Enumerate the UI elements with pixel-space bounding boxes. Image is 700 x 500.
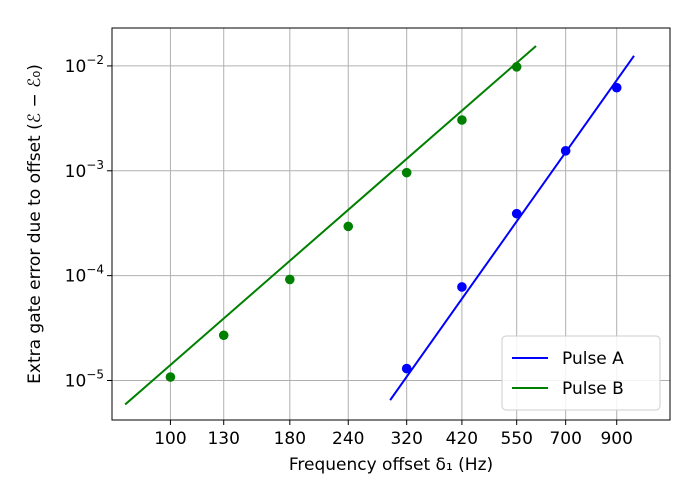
y-tick-label: 10−5 xyxy=(65,367,104,391)
plot-frame xyxy=(111,27,671,421)
x-tick-label: 550 xyxy=(500,429,532,449)
legend: Pulse A Pulse B xyxy=(501,335,661,411)
y-tick-label: 10−2 xyxy=(65,53,104,77)
data-point xyxy=(560,146,571,156)
data-point xyxy=(457,282,467,292)
data-point xyxy=(511,208,522,219)
x-tick-label: 180 xyxy=(274,429,306,449)
x-tick-label: 420 xyxy=(446,429,478,449)
series-line-pulse-b xyxy=(124,45,537,406)
data-point xyxy=(285,274,295,285)
legend-box xyxy=(501,335,661,411)
y-tick-label: 10−3 xyxy=(65,158,104,182)
legend-label: Pulse B xyxy=(562,379,624,399)
x-tick-label: 900 xyxy=(600,429,632,449)
data-point xyxy=(401,167,412,178)
x-tick-label: 100 xyxy=(154,429,186,449)
y-ticks: 10−5 10−4 10−3 10−2 xyxy=(65,53,112,391)
x-tick-label: 240 xyxy=(332,429,364,449)
data-point xyxy=(401,363,412,374)
fit-lines xyxy=(124,45,635,406)
data-point xyxy=(457,115,467,125)
markers xyxy=(165,62,622,382)
x-ticks: 100 130 180 240 320 420 550 700 900 xyxy=(154,420,633,449)
data-point xyxy=(511,62,522,72)
series-line-pulse-a xyxy=(389,55,635,401)
x-tick-label: 130 xyxy=(207,429,239,449)
x-tick-label: 700 xyxy=(549,429,581,449)
y-axis-label: Extra gate error due to offset (ℰ − ℰ₀) xyxy=(25,64,45,384)
data-point xyxy=(165,372,176,382)
data-point xyxy=(611,82,622,93)
x-axis-label: Frequency offset δ₁ (Hz) xyxy=(289,455,493,475)
x-tick-label: 320 xyxy=(390,429,422,449)
data-point xyxy=(218,330,229,341)
legend-label: Pulse A xyxy=(562,349,624,369)
data-point xyxy=(343,221,354,232)
y-tick-label: 10−4 xyxy=(65,263,104,287)
